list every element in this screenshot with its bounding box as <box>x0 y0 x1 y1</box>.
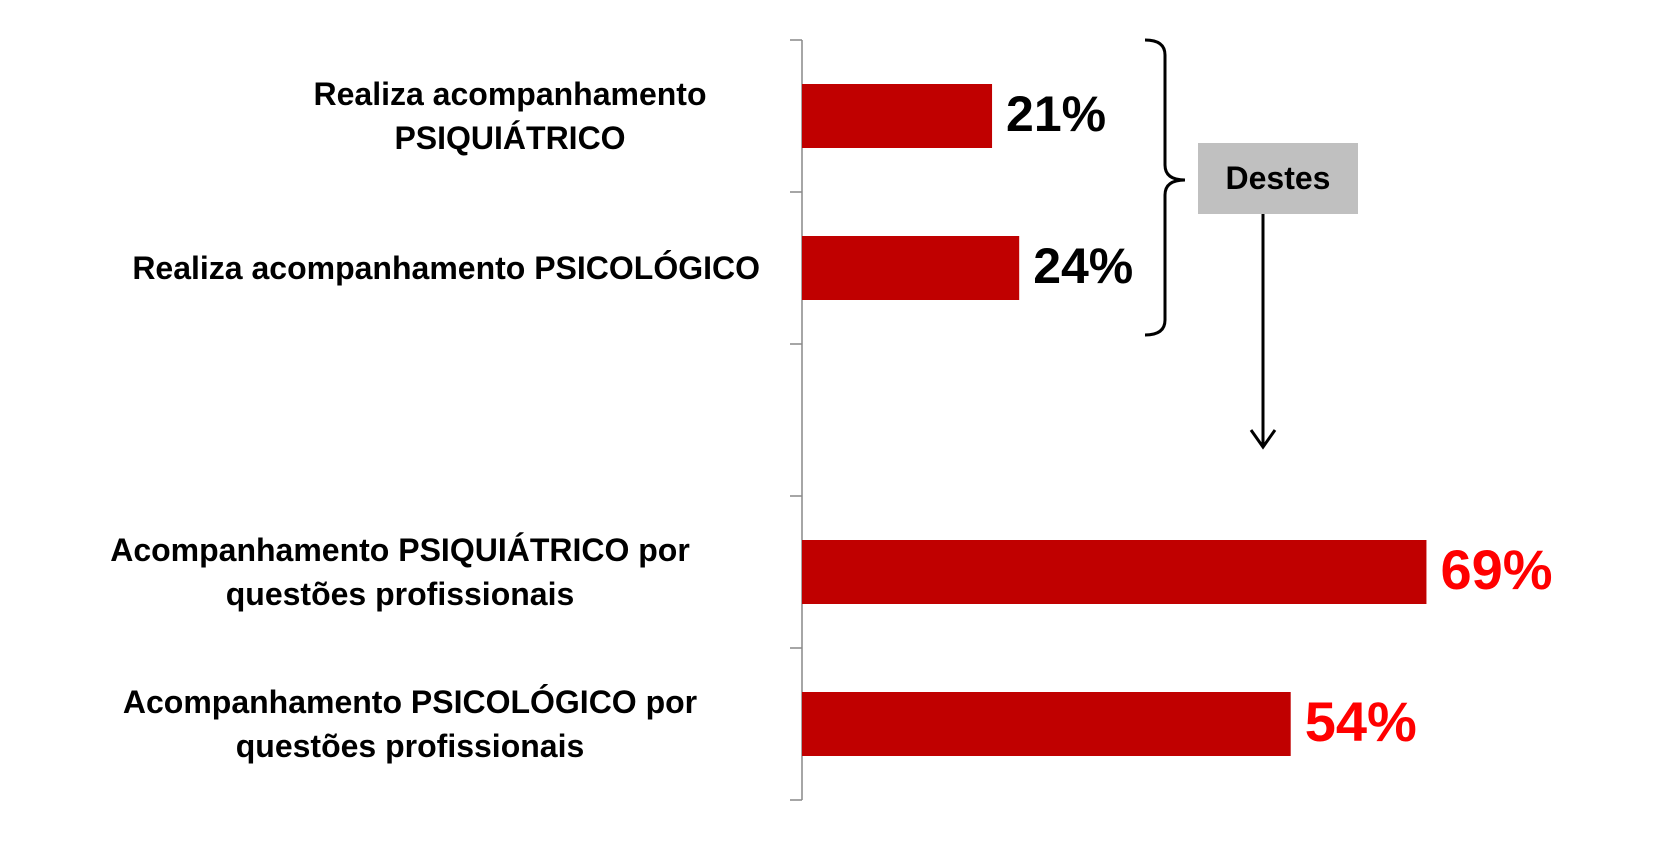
bracket <box>1144 38 1186 337</box>
category-label: Realiza acompanhamento PSIQUIÁTRICO <box>313 76 707 156</box>
category-label: Acompanhamento PSIQUIÁTRICO por questões… <box>110 532 690 612</box>
value-label: 69% <box>1440 538 1552 601</box>
value-label: 54% <box>1305 690 1417 753</box>
category-label: Realiza acompanhamento PSICOLÓGICO <box>132 250 760 286</box>
bar <box>802 540 1427 604</box>
bar <box>802 236 1020 300</box>
bar <box>802 692 1291 756</box>
category-label: Acompanhamento PSICOLÓGICO por questões … <box>122 684 698 764</box>
value-label: 24% <box>1033 238 1133 294</box>
value-label: 21% <box>1006 86 1106 142</box>
bar <box>802 84 993 148</box>
arrow-head <box>1249 429 1277 450</box>
annotation: Destes <box>1198 143 1358 214</box>
